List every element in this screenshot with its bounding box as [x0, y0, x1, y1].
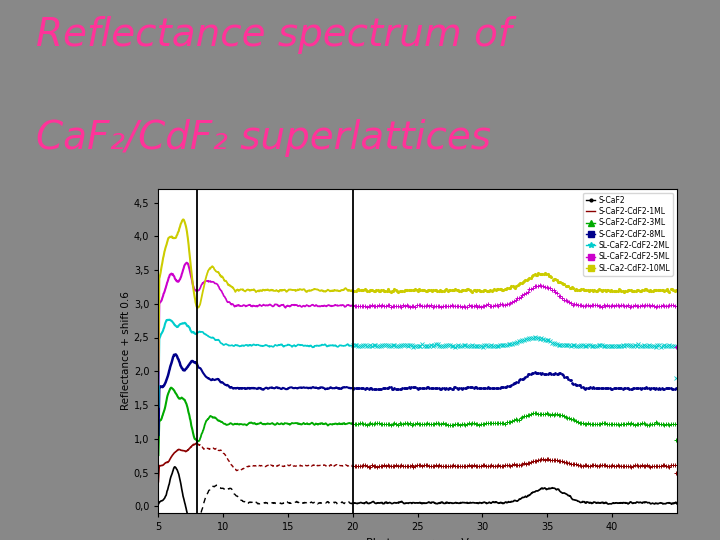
Text: CaF₂/CdF₂ superlattices: CaF₂/CdF₂ superlattices — [36, 119, 491, 157]
Text: Reflectance spectrum of: Reflectance spectrum of — [36, 16, 511, 54]
Legend: S-CaF2, S-CaF2-CdF2-1ML, S-CaF2-CdF2-3ML, S-CaF2-CdF2-8ML, SL-CaF2-CdF2-2ML, SL-: S-CaF2, S-CaF2-CdF2-1ML, S-CaF2-CdF2-3ML… — [583, 193, 673, 276]
Y-axis label: Reflectance + shift 0.6: Reflectance + shift 0.6 — [121, 292, 131, 410]
X-axis label: Photon energy, eV: Photon energy, eV — [366, 538, 469, 540]
